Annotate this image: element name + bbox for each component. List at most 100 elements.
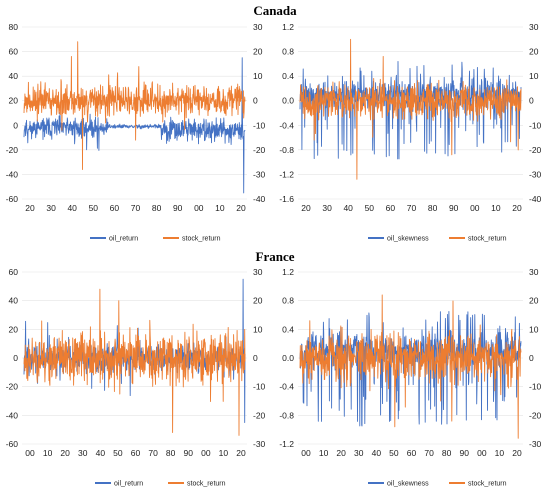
x-tick-label: 30 xyxy=(78,448,88,458)
series-line-oil-skewness xyxy=(299,61,522,160)
left-y-tick-label: -0.8 xyxy=(279,145,294,155)
x-tick-label: 30 xyxy=(46,203,56,213)
legend-label: stock_return xyxy=(468,236,507,243)
x-tick-label: 00 xyxy=(301,448,311,458)
x-tick-label: 60 xyxy=(110,203,120,213)
right-y-tick-label: -30 xyxy=(529,169,542,179)
x-tick-label: 20 xyxy=(301,203,311,213)
left-y-tick-label: 1.2 xyxy=(282,267,294,277)
left-y-tick-label: -0.4 xyxy=(279,120,294,130)
x-tick-label: 10 xyxy=(491,203,501,213)
x-tick-label: 80 xyxy=(166,448,176,458)
right-y-tick-label: -10 xyxy=(253,382,266,392)
right-y-tick-label: 0 xyxy=(253,353,258,363)
x-tick-label: 90 xyxy=(173,203,183,213)
x-tick-label: 80 xyxy=(428,203,438,213)
legend-label: stock_return xyxy=(182,236,221,243)
x-tick-label: 20 xyxy=(512,203,522,213)
left-y-tick-label: 40 xyxy=(9,296,19,306)
right-y-tick-label: 30 xyxy=(529,22,539,32)
left-y-tick-label: 0.4 xyxy=(282,324,294,334)
x-tick-label: 10 xyxy=(219,448,229,458)
legend-label: oil_return xyxy=(114,481,143,488)
series-line-stock-return xyxy=(299,38,522,180)
legend-label: oil_skewness xyxy=(387,236,429,243)
x-tick-label: 40 xyxy=(372,448,382,458)
x-tick-label: 20 xyxy=(236,203,246,213)
x-tick-label: 50 xyxy=(389,448,399,458)
series-line-stock-return xyxy=(23,288,246,436)
x-tick-label: 60 xyxy=(386,203,396,213)
left-y-tick-label: -20 xyxy=(6,145,19,155)
title-canada: Canada xyxy=(253,3,297,18)
chart-france-oil-return: 60 40 20 0 -20 -40 -60 30 20 10 0 -10 -20 -30 00 10 20 30… xyxy=(6,267,266,488)
right-y-tick-label: 0 xyxy=(529,353,534,363)
x-tick-label: 70 xyxy=(131,203,141,213)
right-y-tick-label: -10 xyxy=(529,120,542,130)
title-france: France xyxy=(256,249,295,264)
x-tick-label: 60 xyxy=(131,448,141,458)
left-y-tick-label: 60 xyxy=(9,267,19,277)
x-tick-label: 10 xyxy=(215,203,225,213)
x-tick-label: 40 xyxy=(96,448,106,458)
right-y-tick-label: -10 xyxy=(529,382,542,392)
left-y-tick-label: -40 xyxy=(6,410,19,420)
right-y-tick-label: 10 xyxy=(253,71,263,81)
right-y-tick-label: 30 xyxy=(253,267,263,277)
left-y-tick-label: -40 xyxy=(6,169,19,179)
left-y-tick-label: -20 xyxy=(6,382,19,392)
series-line-oil-return xyxy=(23,57,246,194)
x-tick-label: 10 xyxy=(319,448,329,458)
legend-label: oil_return xyxy=(109,236,138,243)
x-tick-label: 60 xyxy=(407,448,417,458)
x-tick-label: 30 xyxy=(354,448,364,458)
right-y-tick-label: -30 xyxy=(253,169,266,179)
right-y-tick-label: 0 xyxy=(529,96,534,106)
legend-label: stock_return xyxy=(468,481,507,488)
left-y-tick-label: 0.0 xyxy=(282,96,294,106)
right-y-tick-label: -20 xyxy=(253,410,266,420)
left-y-tick-label: 80 xyxy=(9,22,19,32)
left-y-tick-label: 60 xyxy=(9,47,19,57)
right-y-tick-label: 10 xyxy=(253,324,263,334)
left-y-tick-label: -1.2 xyxy=(279,169,294,179)
right-y-tick-label: 20 xyxy=(529,47,539,57)
x-tick-label: 50 xyxy=(89,203,99,213)
x-tick-label: 10 xyxy=(43,448,53,458)
x-tick-label: 80 xyxy=(152,203,162,213)
x-tick-label: 20 xyxy=(60,448,70,458)
right-y-tick-label: 10 xyxy=(529,324,539,334)
right-y-tick-label: -30 xyxy=(529,439,542,449)
left-y-tick-label: 0 xyxy=(13,353,18,363)
x-tick-label: 20 xyxy=(512,448,522,458)
right-y-tick-label: -20 xyxy=(253,145,266,155)
x-tick-label: 40 xyxy=(67,203,77,213)
x-tick-label: 90 xyxy=(460,448,470,458)
right-y-tick-label: 20 xyxy=(253,296,263,306)
left-y-tick-label: 20 xyxy=(9,324,19,334)
legend-label: oil_skewness xyxy=(387,481,429,488)
left-y-tick-label: 0.8 xyxy=(282,47,294,57)
right-y-tick-label: 20 xyxy=(529,296,539,306)
legend-label: stock_return xyxy=(187,481,226,488)
right-y-tick-label: -40 xyxy=(529,194,542,204)
left-y-tick-label: -60 xyxy=(6,194,19,204)
chart-france-oil-skewness: 1.2 0.8 0.4 0.0 -0.4 -0.8 -1.2 30 20 10 0 -10 -20 -30… xyxy=(279,267,541,488)
x-tick-label: 00 xyxy=(201,448,211,458)
series-line-stock-return xyxy=(299,294,522,439)
left-y-tick-label: -0.8 xyxy=(279,410,294,420)
right-y-tick-label: 10 xyxy=(529,71,539,81)
left-y-tick-label: -1.6 xyxy=(279,194,294,204)
x-tick-label: 70 xyxy=(148,448,158,458)
left-y-tick-label: -0.4 xyxy=(279,382,294,392)
chart-canada-oil-skewness: 1.2 0.8 0.4 0.0 -0.4 -0.8 -1.2 -1.6 30 20 10 0 -10 -2… xyxy=(279,22,541,243)
right-y-tick-label: -10 xyxy=(253,120,266,130)
x-tick-label: 40 xyxy=(343,203,353,213)
right-y-tick-label: -40 xyxy=(253,194,266,204)
x-tick-label: 20 xyxy=(336,448,346,458)
chart-canada-oil-return: 80 60 40 20 0 -20 -40 -60 30 20 10 0 -10 -20 -30 -40 20 3… xyxy=(6,22,266,243)
x-tick-label: 90 xyxy=(449,203,459,213)
right-y-tick-label: 0 xyxy=(253,96,258,106)
right-y-tick-label: -20 xyxy=(529,145,542,155)
